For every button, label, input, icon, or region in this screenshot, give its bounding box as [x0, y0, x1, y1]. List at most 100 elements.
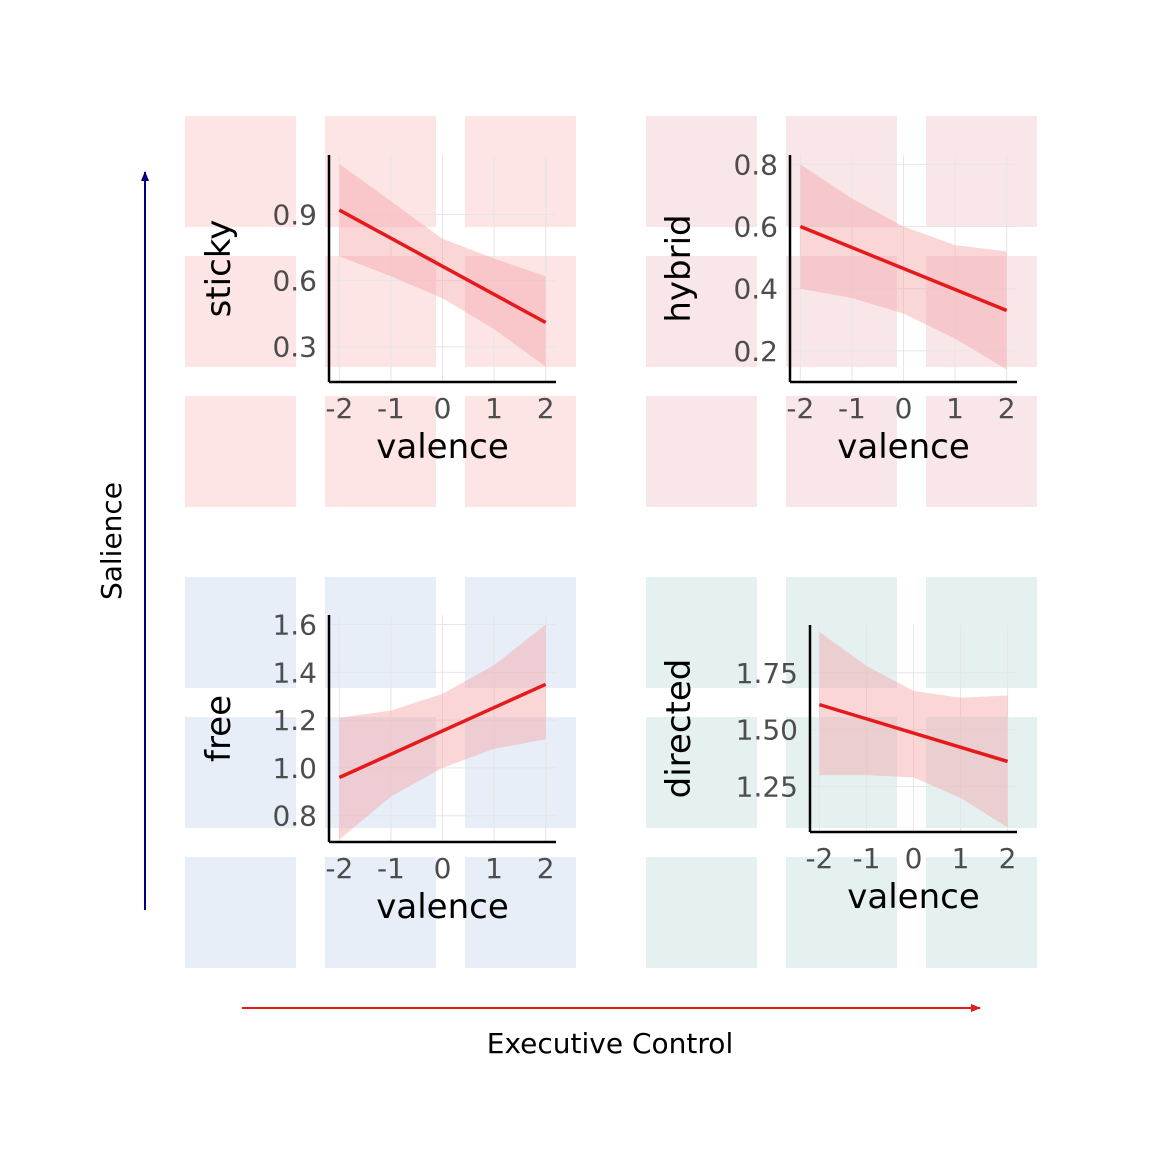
y-tick-label: 0.8 [272, 800, 317, 833]
y-axis-title: free [199, 695, 239, 762]
y-tick-label: 1.0 [272, 752, 317, 785]
x-tick-label: -2 [325, 392, 353, 425]
x-tick-label: -1 [852, 842, 880, 875]
x-tick-label: -2 [786, 392, 814, 425]
y-tick-label: 0.6 [733, 211, 778, 244]
background-tile [465, 857, 576, 968]
x-tick-label: 2 [537, 392, 555, 425]
background-tile [325, 577, 436, 688]
y-axis-title: directed [659, 659, 699, 799]
x-tick-label: 2 [998, 392, 1016, 425]
background-tile [926, 256, 1037, 367]
y-tick-label: 1.25 [736, 771, 798, 804]
background-tile [926, 396, 1037, 507]
regression-line [799, 224, 1008, 313]
background-tile [646, 577, 757, 688]
background-tile [646, 116, 757, 227]
y-tick-label: 1.4 [272, 656, 317, 689]
background-tile [926, 857, 1037, 968]
x-tick-label: -1 [838, 392, 866, 425]
background-tile [185, 717, 296, 828]
x-tick-label: -2 [805, 842, 833, 875]
panel-background [646, 577, 1037, 968]
x-tick-label: 1 [485, 852, 503, 885]
background-tile [325, 396, 436, 507]
background-tile [465, 717, 576, 828]
x-tick-label: 2 [999, 842, 1017, 875]
background-tile [786, 857, 897, 968]
background-tile [926, 577, 1037, 688]
background-tile [185, 256, 296, 367]
regression-line [338, 208, 547, 325]
y-tick-label: 0.4 [733, 273, 778, 306]
background-tile [646, 256, 757, 367]
y-tick-label: 1.2 [272, 704, 317, 737]
regression-line [818, 702, 1009, 764]
x-tick-label: 0 [905, 842, 923, 875]
y-tick-label: 1.6 [272, 609, 317, 642]
background-tile [646, 396, 757, 507]
x-tick-label: 0 [434, 392, 452, 425]
background-tile [465, 396, 576, 507]
grid [329, 615, 556, 842]
y-tick-label: 0.2 [733, 335, 778, 368]
background-tile [325, 256, 436, 367]
salience-axis-title: Salience [95, 482, 128, 600]
y-tick-label: 0.9 [272, 199, 317, 232]
y-axis-title: sticky [199, 220, 239, 318]
x-tick-label: 1 [485, 392, 503, 425]
x-tick-label: 0 [895, 392, 913, 425]
panel-bottom-left: -2 -1 0 1 2 0.8 1.0 1.2 1.4 1.6 valence free [185, 577, 576, 968]
y-tick-label: 0.8 [733, 148, 778, 181]
background-tile [926, 717, 1037, 828]
y-tick-label: 1.75 [736, 657, 798, 690]
y-tick-label: 0.3 [272, 331, 317, 364]
grid [810, 625, 1017, 832]
background-tile [325, 116, 436, 227]
background-tile [325, 717, 436, 828]
x-tick-label: 1 [946, 392, 964, 425]
x-axis-title: valence [847, 877, 979, 917]
x-axis-title: valence [376, 427, 508, 467]
background-tile [786, 577, 897, 688]
background-tile [185, 116, 296, 227]
x-tick-label: 2 [537, 852, 555, 885]
background-tile [646, 857, 757, 968]
background-tile [786, 396, 897, 507]
x-tick-label: 0 [434, 852, 452, 885]
x-tick-label: -1 [377, 852, 405, 885]
regression-line [338, 682, 547, 780]
panel-top-left: -2 -1 0 1 2 0.3 0.6 0.9 valence sticky [185, 116, 576, 507]
panel-background [646, 116, 1037, 507]
x-tick-label: -2 [325, 852, 353, 885]
confidence-ribbon [819, 631, 1008, 828]
y-tick-label: 1.50 [736, 714, 798, 747]
background-tile [185, 577, 296, 688]
background-tile [786, 256, 897, 367]
background-tile [465, 577, 576, 688]
grid [790, 155, 1017, 382]
y-tick-label: 0.6 [272, 265, 317, 298]
panel-background [185, 116, 576, 507]
panel-top-right: -2 -1 0 1 2 0.2 0.4 0.6 0.8 valence hybrid [646, 116, 1037, 507]
executive-control-axis-title: Executive Control [487, 1027, 733, 1060]
panel-background [185, 577, 576, 968]
x-tick-label: -1 [377, 392, 405, 425]
y-axis-title: hybrid [659, 214, 699, 322]
background-tile [465, 116, 576, 227]
panel-bottom-right: -2 -1 0 1 2 1.25 1.50 1.75 valence directed [646, 577, 1037, 968]
background-tile [786, 717, 897, 828]
background-tile [786, 116, 897, 227]
background-tile [185, 857, 296, 968]
background-tile [465, 256, 576, 367]
background-tile [926, 116, 1037, 227]
x-axis-title: valence [376, 887, 508, 927]
background-tile [325, 857, 436, 968]
x-axis-title: valence [837, 427, 969, 467]
x-tick-label: 1 [952, 842, 970, 875]
background-tile [646, 717, 757, 828]
grid [329, 155, 556, 382]
background-tile [185, 396, 296, 507]
